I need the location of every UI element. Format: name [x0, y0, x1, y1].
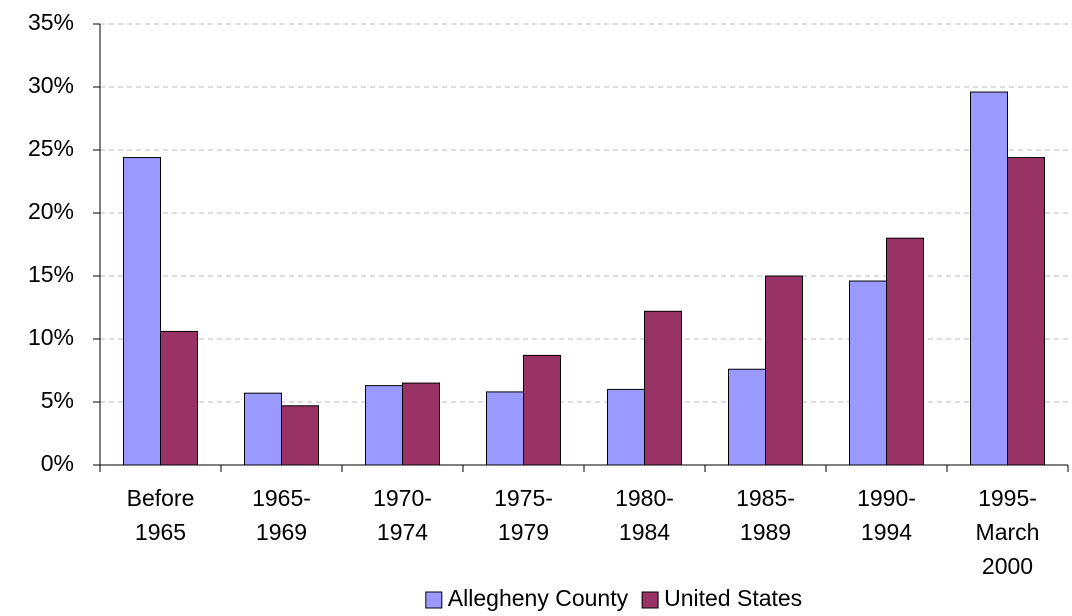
bar [765, 275, 803, 466]
bar [728, 368, 766, 466]
legend-label: United States [664, 585, 802, 611]
y-tick-label: 35% [28, 9, 74, 35]
x-tick-label: 1984 [619, 519, 670, 545]
bar [1007, 157, 1045, 466]
x-tick-label: March [976, 519, 1040, 545]
bar [486, 391, 524, 466]
bar [244, 392, 282, 466]
x-tick-label: 1979 [498, 519, 549, 545]
y-tick-label: 0% [41, 450, 74, 476]
y-tick-label: 20% [28, 198, 74, 224]
y-tick-label: 5% [41, 387, 74, 413]
bar [886, 237, 924, 466]
y-tick-label: 25% [28, 135, 74, 161]
y-tick-label: 30% [28, 72, 74, 98]
x-tick-label: 1989 [740, 519, 791, 545]
x-tick-label: 1965- [252, 485, 311, 511]
bar [281, 405, 319, 466]
x-tick-label: 2000 [982, 553, 1033, 579]
bar [644, 310, 682, 466]
bar [365, 385, 403, 466]
bar [160, 330, 198, 466]
y-tick-label: 10% [28, 324, 74, 350]
x-tick-label: 1995- [978, 485, 1037, 511]
x-tick-label: 1990- [857, 485, 916, 511]
legend-swatch [641, 591, 659, 609]
legend-swatch [425, 591, 443, 609]
x-tick-label: 1970- [373, 485, 432, 511]
legend-label: Allegheny County [448, 585, 629, 611]
x-tick-label: 1969 [256, 519, 307, 545]
bar [402, 382, 440, 466]
x-tick-label: 1974 [377, 519, 428, 545]
x-tick-label: 1980- [615, 485, 674, 511]
bar [607, 388, 645, 466]
x-tick-label: 1994 [861, 519, 912, 545]
x-tick-label: 1965 [135, 519, 186, 545]
bar [849, 280, 887, 466]
x-tick-label: 1975- [494, 485, 553, 511]
y-tick-label: 15% [28, 261, 74, 287]
bar [523, 354, 561, 466]
x-tick-label: 1985- [736, 485, 795, 511]
x-tick-label: Before [127, 485, 195, 511]
legend: Allegheny County United States [425, 585, 802, 611]
bar [970, 91, 1008, 466]
bar [123, 157, 161, 466]
